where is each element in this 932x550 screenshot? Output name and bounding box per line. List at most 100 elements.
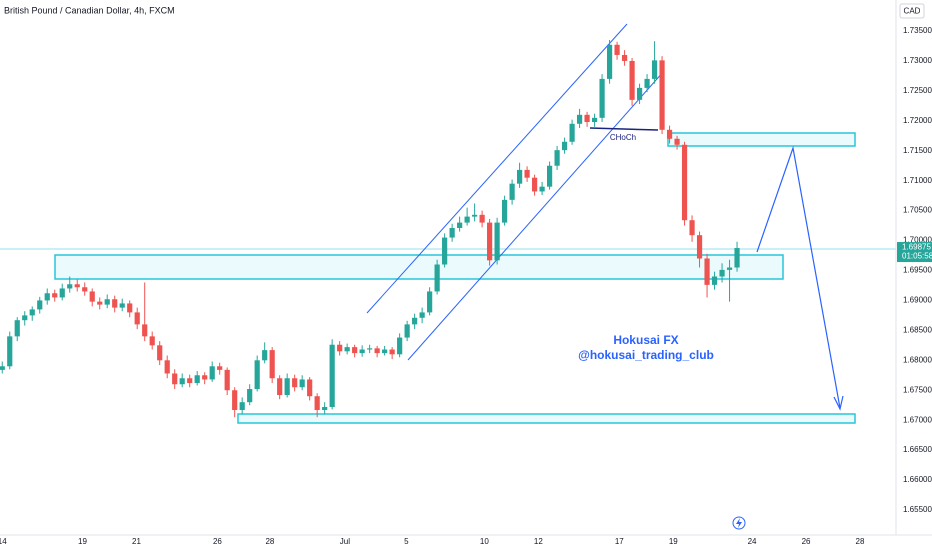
x-tick-label: 26	[802, 537, 811, 546]
candle-body	[472, 214, 478, 217]
x-tick-label: 5	[404, 537, 409, 546]
y-tick-label: 1.70000	[903, 236, 932, 245]
candle-body	[127, 303, 133, 313]
currency-box[interactable]	[899, 3, 925, 19]
x-tick-label: 17	[615, 537, 624, 546]
y-tick-label: 1.71000	[903, 176, 932, 185]
y-tick-label: 1.72500	[903, 86, 932, 95]
last-price: 1.69875	[902, 243, 931, 252]
candle-body	[352, 347, 358, 354]
candle-body	[7, 336, 13, 367]
x-tick-label: 28	[856, 537, 865, 546]
arrow-head	[833, 395, 844, 411]
candle-body	[194, 375, 200, 384]
x-tick-label: 19	[78, 537, 87, 546]
y-tick-label: 1.69000	[903, 296, 932, 305]
candle-body	[299, 379, 305, 388]
candle-body	[142, 324, 148, 337]
candle-body	[284, 378, 290, 396]
y-tick-label: 1.68500	[903, 325, 932, 334]
candle-body	[232, 390, 238, 410]
candle-body	[224, 369, 230, 391]
candle-body	[569, 123, 575, 142]
candle-body	[584, 114, 590, 123]
x-tick-label: 24	[748, 537, 757, 546]
candle-body	[277, 378, 283, 396]
candle-body	[487, 222, 493, 261]
candle-body	[532, 177, 538, 192]
y-tick-label: 1.73000	[903, 56, 932, 65]
candle-body	[539, 186, 545, 192]
candle-body	[44, 293, 50, 301]
candle-body	[397, 337, 403, 355]
y-tick-label: 1.67000	[903, 415, 932, 424]
candle-body	[22, 315, 28, 321]
candle-body	[404, 324, 410, 338]
candle-body	[442, 237, 448, 265]
candle-body	[119, 303, 125, 308]
candle-body	[591, 117, 598, 123]
candle-body	[666, 129, 673, 139]
candle-body	[734, 248, 740, 268]
y-tick-label: 1.66000	[903, 475, 932, 484]
candle-body	[67, 284, 73, 289]
candle-body	[726, 267, 733, 270]
candle-body	[59, 288, 65, 298]
candle-body	[157, 345, 163, 361]
candle-body	[179, 378, 185, 385]
candle-body	[374, 348, 380, 354]
last-price-box	[897, 242, 932, 263]
candle-body	[149, 336, 155, 346]
x-tick-label: 12	[534, 537, 543, 546]
candle-body	[14, 320, 20, 337]
candle-body	[659, 60, 665, 130]
candle-body	[262, 350, 268, 361]
y-tick-label: 1.73500	[903, 26, 932, 35]
candle-body	[696, 235, 703, 259]
candle-body	[209, 366, 215, 380]
candle-body	[629, 60, 635, 100]
candle-body	[576, 114, 583, 124]
candle-body	[29, 309, 35, 316]
candle-body	[359, 349, 365, 354]
y-tick-label: 1.72000	[903, 116, 932, 125]
candle-body	[269, 350, 275, 379]
x-tick-label: 26	[213, 537, 222, 546]
candle-body	[254, 360, 260, 390]
zone	[667, 132, 856, 147]
candle-body	[606, 44, 613, 79]
y-tick-label: 1.69500	[903, 266, 932, 275]
replay-icon[interactable]	[732, 516, 746, 530]
candle-body	[322, 406, 328, 410]
candle-body	[449, 227, 455, 238]
candle-body	[307, 379, 313, 397]
candle-body	[704, 258, 710, 285]
x-tick-label: 10	[480, 537, 489, 546]
choch-line	[589, 127, 659, 131]
candle-body	[719, 269, 725, 277]
y-tick-label: 1.68000	[903, 355, 932, 364]
zone	[54, 254, 784, 280]
candle-body	[494, 222, 500, 261]
candle-body	[292, 378, 298, 388]
candle-body	[479, 214, 485, 223]
candle-body	[554, 150, 560, 166]
candle-body	[337, 344, 343, 352]
candle-body	[389, 349, 395, 355]
candle-body	[636, 87, 643, 100]
candle-body	[412, 317, 418, 325]
candles	[0, 39, 740, 418]
x-tick-label: 28	[265, 537, 274, 546]
channel-line	[366, 23, 628, 314]
y-tick-label: 1.67500	[903, 385, 932, 394]
annotation: CHoCh	[610, 133, 636, 142]
candle-body	[89, 291, 95, 302]
x-tick-label: Jul	[340, 537, 350, 546]
candle-body	[621, 54, 628, 61]
candle-body	[644, 78, 650, 88]
candle-body	[517, 169, 523, 184]
y-tick-label: 1.70500	[903, 206, 932, 215]
candle-body	[502, 199, 508, 223]
